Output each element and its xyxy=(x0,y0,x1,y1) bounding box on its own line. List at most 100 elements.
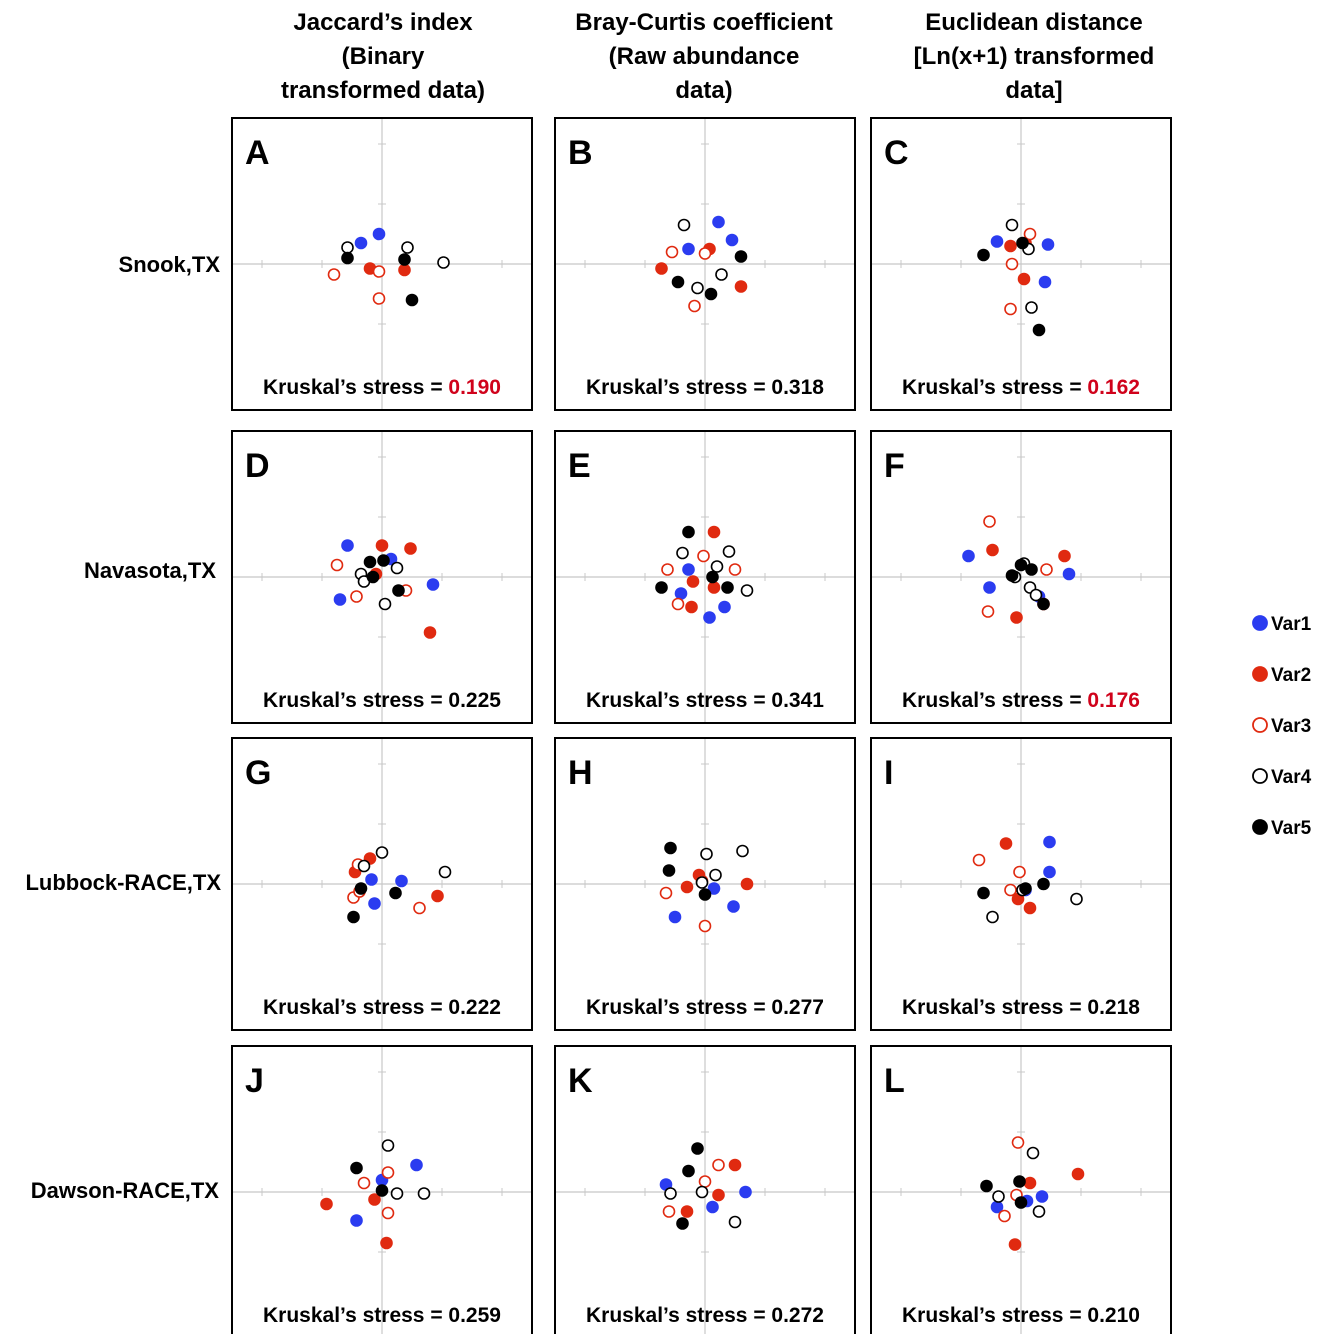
row-label-snook: Snook,TX xyxy=(119,252,221,277)
point-var5 xyxy=(378,555,389,566)
point-var4 xyxy=(697,877,708,888)
point-var2 xyxy=(405,543,416,554)
panel-j: J Kruskal’s stress = 0.259 xyxy=(232,1046,532,1334)
point-var4 xyxy=(438,257,449,268)
panels-grid: A Kruskal’s stress = 0.190 B Kruskal’s stre… xyxy=(232,118,1171,1334)
point-var5 xyxy=(700,889,711,900)
column-title-euclidean: Euclidean distance [Ln(x+1) transformed … xyxy=(914,9,1155,104)
panel-e: E Kruskal’s stress = 0.341 xyxy=(555,431,855,723)
point-var4 xyxy=(712,561,723,572)
panel-letter: G xyxy=(245,754,271,792)
legend-marker xyxy=(1253,667,1267,681)
stress-label: Kruskal’s stress = xyxy=(586,996,771,1019)
point-var2 xyxy=(425,627,436,638)
panel-f: F Kruskal’s stress = 0.176 xyxy=(871,431,1171,723)
panel-letter: E xyxy=(568,447,591,485)
point-var1 xyxy=(676,588,687,599)
stress-text: Kruskal’s stress = 0.222 xyxy=(263,996,501,1019)
legend-marker xyxy=(1253,769,1267,783)
point-var2 xyxy=(321,1199,332,1210)
point-var3 xyxy=(983,606,994,617)
legend-marker xyxy=(1253,616,1267,630)
stress-label: Kruskal’s stress = xyxy=(263,1304,448,1327)
stress-value: 0.162 xyxy=(1087,376,1140,399)
point-var5 xyxy=(1034,325,1045,336)
point-var2 xyxy=(1010,1239,1021,1250)
point-var4 xyxy=(440,867,451,878)
point-var5 xyxy=(351,1163,362,1174)
point-var1 xyxy=(335,594,346,605)
point-var2 xyxy=(381,1238,392,1249)
point-var3 xyxy=(689,301,700,312)
panel-l: L Kruskal’s stress = 0.210 xyxy=(871,1046,1171,1334)
point-var3 xyxy=(673,599,684,610)
point-var5 xyxy=(356,883,367,894)
point-var4 xyxy=(665,1188,676,1199)
stress-text: Kruskal’s stress = 0.259 xyxy=(263,1304,501,1327)
panel-d: D Kruskal’s stress = 0.225 xyxy=(232,431,532,723)
point-var4 xyxy=(342,242,353,253)
stress-value: 0.176 xyxy=(1087,689,1140,712)
point-var5 xyxy=(368,572,379,583)
point-var2 xyxy=(709,582,720,593)
column-title-jaccard: Jaccard’s index (Binary transformed data… xyxy=(281,9,485,104)
point-var2 xyxy=(432,891,443,902)
point-var1 xyxy=(1040,277,1051,288)
stress-value: 0.210 xyxy=(1087,1304,1140,1327)
point-var1 xyxy=(670,912,681,923)
point-var2 xyxy=(686,602,697,613)
point-var5 xyxy=(683,527,694,538)
point-var4 xyxy=(377,847,388,858)
column-title-bray-curtis: Bray-Curtis coefficient (Raw abundance d… xyxy=(575,9,832,104)
stress-text: Kruskal’s stress = 0.341 xyxy=(586,689,824,712)
panel-g: G Kruskal’s stress = 0.222 xyxy=(232,738,532,1030)
point-var5 xyxy=(981,1181,992,1192)
stress-text: Kruskal’s stress = 0.277 xyxy=(586,996,824,1019)
column-title-line: Bray-Curtis coefficient xyxy=(575,9,832,36)
point-var2 xyxy=(730,1160,741,1171)
point-var1 xyxy=(683,564,694,575)
point-var3 xyxy=(713,1160,724,1171)
panel-c: C Kruskal’s stress = 0.162 xyxy=(871,118,1171,410)
point-var5 xyxy=(692,1143,703,1154)
stress-text: Kruskal’s stress = 0.162 xyxy=(902,376,1140,399)
point-var3 xyxy=(351,591,362,602)
legend-marker xyxy=(1253,718,1267,732)
stress-label: Kruskal’s stress = xyxy=(263,996,448,1019)
panel-letter: J xyxy=(245,1062,264,1100)
point-var2 xyxy=(1005,241,1016,252)
point-var3 xyxy=(984,516,995,527)
point-var2 xyxy=(1025,1178,1036,1189)
point-var2 xyxy=(709,527,720,538)
point-var5 xyxy=(1016,560,1027,571)
point-var3 xyxy=(662,564,673,575)
point-var1 xyxy=(366,874,377,885)
point-var3 xyxy=(661,888,672,899)
point-var3 xyxy=(1007,259,1018,270)
point-var1 xyxy=(1064,569,1075,580)
point-var3 xyxy=(329,269,340,280)
point-var2 xyxy=(688,576,699,587)
point-var1 xyxy=(683,244,694,255)
point-var1 xyxy=(984,582,995,593)
panel-letter: D xyxy=(245,447,270,485)
point-var5 xyxy=(1007,570,1018,581)
point-var1 xyxy=(356,238,367,249)
point-var5 xyxy=(1038,879,1049,890)
point-var1 xyxy=(719,602,730,613)
point-var2 xyxy=(682,882,693,893)
point-var4 xyxy=(710,870,721,881)
stress-value: 0.272 xyxy=(771,1304,824,1327)
point-var3 xyxy=(700,921,711,932)
point-var5 xyxy=(390,888,401,899)
point-var1 xyxy=(727,235,738,246)
point-var5 xyxy=(393,585,404,596)
point-var1 xyxy=(396,876,407,887)
point-var4 xyxy=(679,220,690,231)
point-var3 xyxy=(700,248,711,259)
point-var2 xyxy=(987,545,998,556)
panel-letter: B xyxy=(568,134,593,172)
row-label-navasota: Navasota,TX xyxy=(84,558,216,583)
point-var1 xyxy=(411,1160,422,1171)
